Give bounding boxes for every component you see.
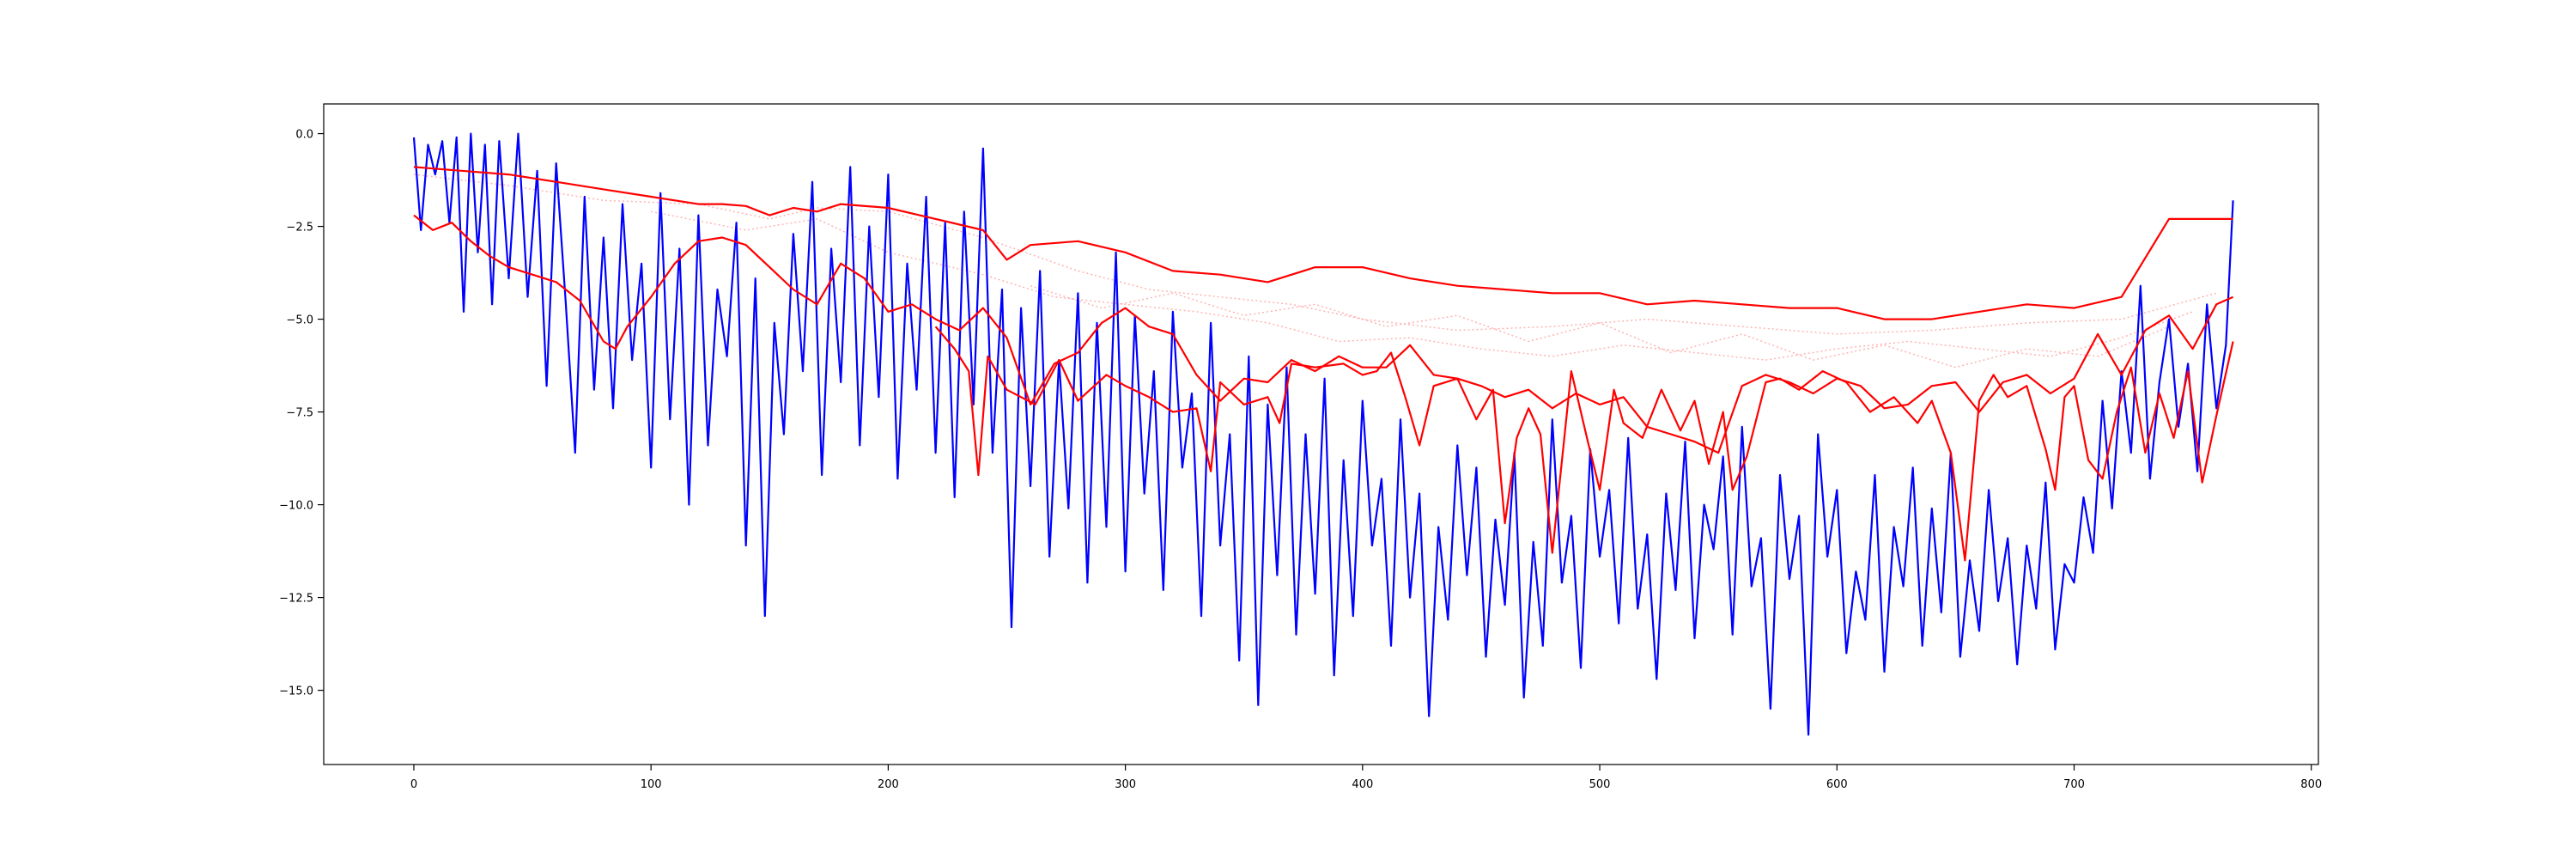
series-line-0 [412,132,2234,736]
plot-frame [323,103,2319,765]
y-tick-label: −2.5 [286,222,313,235]
y-tick-label: −7.5 [286,407,313,420]
x-tick-label: 700 [2063,778,2085,791]
x-tick-label: 800 [2300,778,2322,791]
x-tick-label: 0 [410,778,417,791]
series-line-6 [1030,284,2170,369]
y-tick-label: 0.0 [295,129,313,142]
y-tick-label: −10.0 [279,500,313,513]
y-tick-label: −5.0 [286,314,313,327]
x-tick-label: 100 [641,778,662,791]
series-layer [412,132,2234,736]
axes-layer: 0 100 200 300 400 500 600 700 800 0.0 −2.5 −5.0 −7.5… [279,103,2322,791]
x-tick-label: 600 [1826,778,1848,791]
y-tick-label: −15.0 [279,685,313,698]
series-line-3 [934,326,2234,562]
x-tick-label: 500 [1589,778,1611,791]
x-tick-label: 400 [1352,778,1373,791]
x-tick-label: 200 [878,778,899,791]
series-line-4 [413,174,2217,335]
x-tick-label: 300 [1115,778,1136,791]
series-line-1 [413,166,2233,320]
y-tick-label: −12.5 [279,593,313,606]
